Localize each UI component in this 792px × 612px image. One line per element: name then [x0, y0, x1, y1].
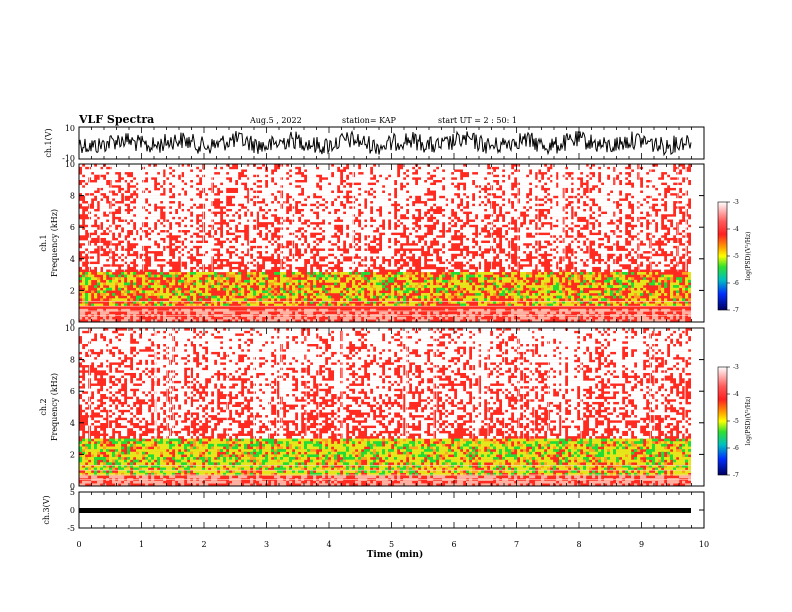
- ytick-label: 2: [70, 286, 75, 295]
- ch3-signal-band: [79, 508, 691, 513]
- colorbar-1-label: log(PSD)(V²/Hz): [745, 232, 752, 281]
- ytick-label: 6: [70, 223, 75, 232]
- ch1-waveform-panel: 10 -10 ch.1(V): [44, 124, 705, 163]
- colorbar-tick-label: -3: [733, 364, 739, 371]
- station-label: station= KAP: [342, 116, 396, 125]
- spec2-ylabel-b: Frequency (kHz): [50, 373, 59, 441]
- ytick-label: 10: [65, 324, 75, 333]
- date-label: Aug.5 , 2022: [250, 116, 302, 125]
- xtick-label: 3: [264, 540, 269, 549]
- xtick-label: 9: [639, 540, 644, 549]
- xtick-label: 6: [451, 540, 456, 549]
- figure-title: VLF Spectra: [79, 113, 155, 126]
- start-time-label: start UT = 2 : 50: 1: [438, 116, 517, 125]
- ytick-label: 10: [65, 160, 75, 169]
- ytick-label: 8: [70, 356, 75, 365]
- spec1-ylabel-b: Frequency (kHz): [50, 209, 59, 277]
- xtick-label: 1: [139, 540, 144, 549]
- time-axis: 0 1 2 3 4 5 6 7 8 9 10: [76, 127, 709, 549]
- colorbar-2-label: log(PSD)(V²/Hz): [745, 397, 752, 446]
- ch1-tick-top: 10: [65, 124, 75, 133]
- spec1-image: [79, 164, 704, 323]
- colorbar-tick-label: -7: [733, 307, 739, 314]
- ytick-label: 4: [70, 419, 75, 428]
- ch2-spectrogram-panel: 0 2 4 6 8 10 ch.2 Frequency (kHz): [39, 324, 705, 491]
- xtick-label: 10: [699, 540, 709, 549]
- spec1-ylabel-a: ch.1: [39, 234, 48, 251]
- ch3-yaxis: 5 0 -5: [67, 488, 704, 533]
- spec2-yaxis: 0 2 4 6 8 10: [65, 324, 704, 491]
- ch3-ylabel: ch.3(V): [42, 495, 51, 524]
- ch1-ylabel: ch.1(V): [44, 128, 53, 157]
- colorbar-tick-label: -7: [733, 472, 739, 479]
- xtick-label: 4: [326, 540, 331, 549]
- colorbar-1: -3 -4 -5 -6 -7 log(PSD)(V²/Hz): [717, 199, 752, 314]
- colorbar-tick-label: -6: [733, 445, 739, 452]
- colorbar-tick-label: -6: [733, 280, 739, 287]
- spec2-image: [79, 328, 704, 487]
- ch1-tick-bottom: -10: [62, 154, 75, 163]
- xtick-label: 5: [389, 540, 394, 549]
- ytick-label: -5: [67, 524, 75, 533]
- colorbar-tick-label: -5: [733, 418, 739, 425]
- xtick-label: 0: [76, 540, 81, 549]
- ytick-label: 4: [70, 255, 75, 264]
- spec1-yaxis: 0 2 4 6 8 10: [65, 160, 704, 327]
- xtick-label: 8: [576, 540, 581, 549]
- xtick-label: 7: [514, 540, 519, 549]
- ytick-label: 6: [70, 387, 75, 396]
- ch1-signal-line: [78, 130, 692, 157]
- colorbar-tick-label: -5: [733, 253, 739, 260]
- xtick-label: 2: [201, 540, 206, 549]
- ytick-label: 0: [70, 318, 75, 327]
- ytick-label: 8: [70, 192, 75, 201]
- colorbar-tick-label: -3: [733, 199, 739, 206]
- colorbar-2: -3 -4 -5 -6 -7 log(PSD)(V²/Hz): [717, 364, 752, 479]
- ytick-label: 0: [70, 482, 75, 491]
- ytick-label: 0: [70, 506, 75, 515]
- colorbar-tick-label: -4: [733, 226, 739, 233]
- ytick-label: 5: [70, 488, 75, 497]
- time-axis-label: Time (min): [367, 549, 424, 560]
- spec2-ylabel-a: ch.2: [39, 398, 48, 415]
- ch1-spectrogram-panel: 0 2 4 6 8 10 ch.1 Frequency (kHz): [39, 160, 705, 327]
- colorbar-tick-label: -4: [733, 391, 739, 398]
- ytick-label: 2: [70, 450, 75, 459]
